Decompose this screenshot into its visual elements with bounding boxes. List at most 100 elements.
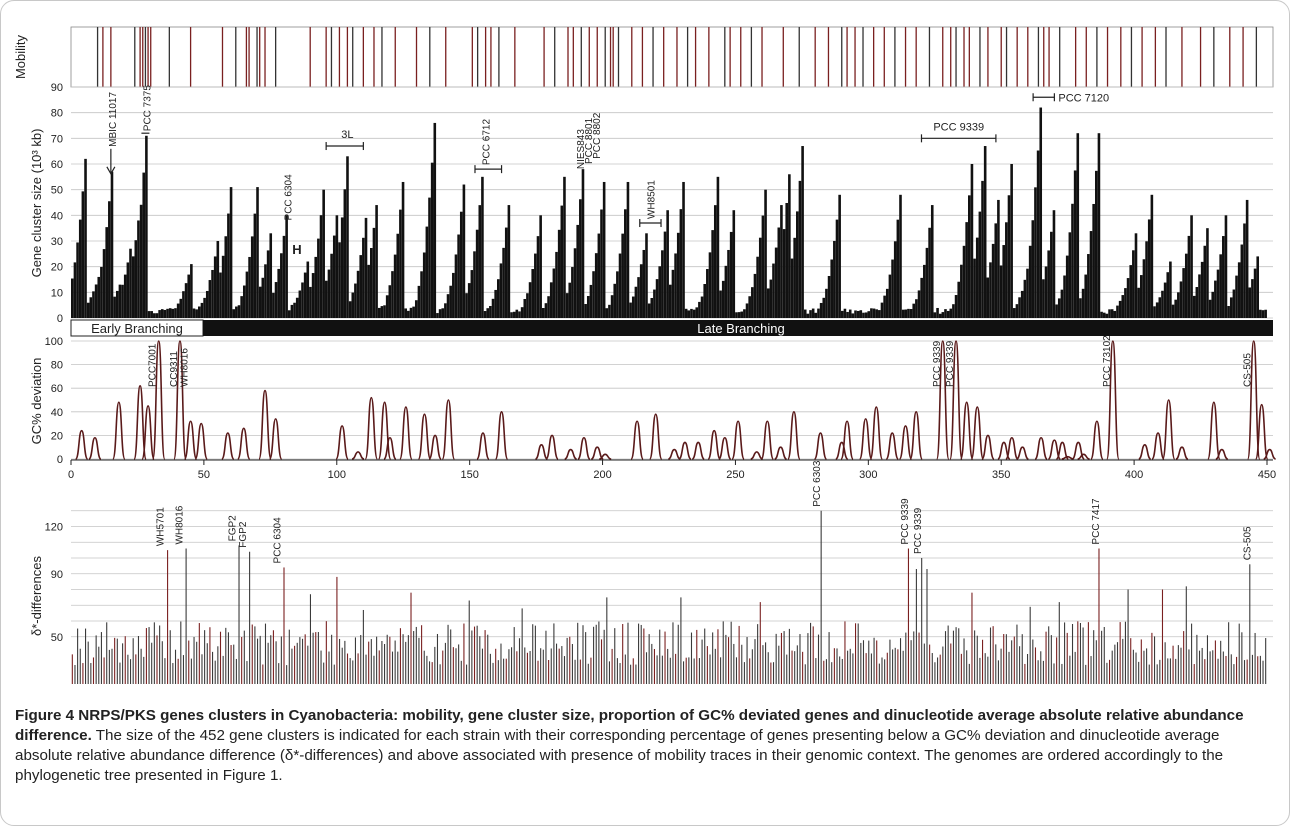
gc-ytick: 100 [45, 336, 63, 348]
size-bar [708, 252, 712, 318]
size-bar [362, 237, 365, 318]
gc-ytick: 20 [51, 430, 63, 442]
size-bar [819, 302, 823, 318]
size-bar [497, 279, 500, 318]
size-bar [266, 250, 270, 318]
size-bar [449, 285, 452, 318]
size-bar [544, 303, 548, 318]
size-bar [108, 201, 111, 318]
size-bar [290, 304, 294, 318]
size-bar [1200, 261, 1204, 318]
gc-peak [1175, 446, 1189, 460]
gc-peak [935, 340, 950, 460]
size-bar [272, 292, 275, 318]
gc-annotation: PCC 9339 [932, 340, 943, 387]
size-bar [168, 308, 172, 318]
annotation-arrow [106, 166, 116, 176]
size-bar [584, 304, 587, 318]
gc-ytick: 60 [51, 383, 63, 395]
size-bar [380, 306, 384, 318]
size-bar [71, 278, 74, 318]
size-bar [523, 298, 527, 318]
size-bar [579, 199, 582, 318]
size-bar [1245, 199, 1249, 318]
size-bar [301, 282, 304, 318]
gc-peak [1207, 401, 1221, 460]
size-bar [176, 303, 180, 318]
gc-peak [441, 399, 456, 460]
size-bar [713, 205, 717, 318]
size-bar [478, 205, 482, 318]
size-bar [1163, 282, 1167, 318]
size-bar [790, 258, 794, 318]
size-annotation: PCC 8802 [592, 112, 603, 159]
size-annotation: NIES843 [576, 129, 587, 169]
size-bar [840, 310, 844, 318]
size-bar [631, 296, 635, 318]
size-bar [700, 296, 704, 318]
gc-peak [970, 406, 985, 460]
size-bar [1155, 302, 1159, 318]
size-bar [1118, 300, 1122, 318]
size-bar [1060, 289, 1064, 318]
gc-peak [173, 340, 187, 460]
size-bar [589, 284, 593, 318]
size-bar [1182, 268, 1185, 318]
size-ytick: 50 [51, 185, 63, 197]
gc-peak [494, 410, 509, 460]
size-ylabel: Gene cluster size (10³ kb) [29, 129, 44, 278]
size-bar [642, 249, 646, 318]
size-bar [399, 209, 402, 318]
size-bar [870, 308, 873, 318]
size-bar [1047, 250, 1050, 318]
x-tick-label: 400 [1125, 469, 1143, 481]
gc-peak [1254, 403, 1269, 460]
size-bar [489, 306, 492, 318]
size-bar [147, 311, 151, 318]
size-bar [1079, 298, 1082, 318]
size-bar [594, 253, 598, 318]
size-bar [1100, 311, 1103, 318]
x-tick-label: 250 [726, 469, 744, 481]
caption-text: The size of the 452 gene clusters is ind… [15, 727, 1224, 784]
size-bar [422, 252, 426, 318]
size-bar [520, 307, 524, 318]
size-bar [158, 310, 161, 318]
size-bar [864, 312, 868, 318]
size-bar [1057, 298, 1061, 318]
shared-x-axis: 0 50 100 150 200 250 300 350 400 450 [68, 459, 1276, 481]
size-bar [944, 309, 947, 318]
delta-annotation: FGP2 [238, 521, 249, 548]
size-bar [1092, 203, 1095, 318]
size-bar [76, 242, 79, 318]
size-bar [232, 309, 235, 318]
size-ytick: 90 [51, 82, 63, 94]
size-bar [1076, 133, 1080, 318]
size-bar [436, 313, 439, 318]
size-bar [629, 302, 632, 318]
size-bar [970, 164, 974, 318]
size-annotation: PCC 8801 [584, 117, 595, 164]
size-bar [994, 223, 998, 318]
size-bar [518, 311, 521, 318]
size-bar [878, 310, 881, 318]
gc-annotation: CC9311 [169, 351, 180, 387]
size-bar [962, 245, 966, 318]
size-bar [338, 242, 341, 318]
size-bar [766, 288, 770, 318]
size-bar [264, 264, 267, 318]
size-bar [306, 261, 310, 318]
size-bar [1105, 313, 1109, 318]
size-bar [655, 279, 659, 318]
size-bar [1095, 170, 1098, 318]
size-bar [568, 282, 572, 318]
size-bar [1211, 291, 1215, 318]
size-bar [941, 312, 945, 318]
size-bar [653, 289, 656, 318]
size-ytick: 70 [51, 133, 63, 145]
size-ytick: 30 [51, 236, 63, 248]
size-bar [1232, 289, 1236, 318]
size-bar [227, 213, 230, 318]
size-bar [282, 235, 286, 318]
size-bar [134, 240, 138, 318]
